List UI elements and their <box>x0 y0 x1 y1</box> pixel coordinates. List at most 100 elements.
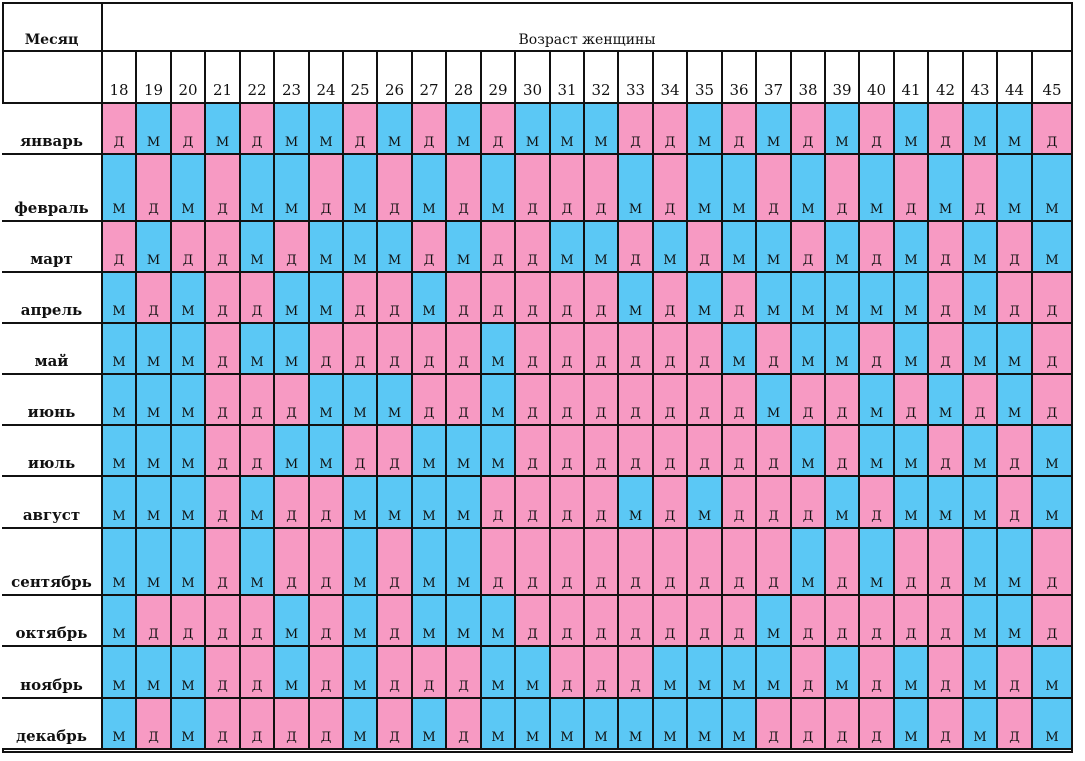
boy-cell: М <box>895 647 929 699</box>
boy-cell: М <box>688 647 723 699</box>
boy-cell: М <box>447 222 482 273</box>
girl-cell: Д <box>757 324 792 375</box>
age-header: Возраст женщины <box>103 2 1073 52</box>
girl-cell: Д <box>310 324 344 375</box>
boy-cell: М <box>482 375 516 426</box>
boy-cell: М <box>172 647 206 699</box>
age-column-header: 30 <box>516 52 551 104</box>
girl-cell: Д <box>482 477 516 529</box>
girl-cell: Д <box>619 529 654 596</box>
boy-cell: М <box>895 222 929 273</box>
boy-cell: М <box>103 375 137 426</box>
boy-cell: М <box>895 273 929 324</box>
boy-cell: М <box>826 477 860 529</box>
girl-cell: Д <box>895 596 929 647</box>
boy-cell: М <box>137 104 172 155</box>
age-column-header: 45 <box>1033 52 1073 104</box>
boy-cell: М <box>137 222 172 273</box>
girl-cell: Д <box>998 273 1033 324</box>
boy-cell: М <box>964 529 998 596</box>
boy-cell: М <box>757 273 792 324</box>
girl-cell: Д <box>172 596 206 647</box>
girl-cell: Д <box>516 529 551 596</box>
boy-cell: М <box>413 426 447 477</box>
age-column-header: 38 <box>792 52 826 104</box>
boy-cell: М <box>447 426 482 477</box>
boy-cell: М <box>344 375 378 426</box>
girl-cell: Д <box>206 273 241 324</box>
boy-cell: М <box>654 699 688 750</box>
boy-cell: М <box>241 477 275 529</box>
girl-cell: Д <box>378 426 413 477</box>
girl-cell: Д <box>275 529 310 596</box>
girl-cell: Д <box>241 699 275 750</box>
girl-cell: Д <box>654 104 688 155</box>
girl-cell: Д <box>1033 596 1073 647</box>
girl-cell: Д <box>757 426 792 477</box>
boy-cell: М <box>688 273 723 324</box>
boy-cell: М <box>964 273 998 324</box>
girl-cell: Д <box>206 155 241 222</box>
girl-cell: Д <box>757 477 792 529</box>
girl-cell: Д <box>1033 529 1073 596</box>
boy-cell: М <box>757 647 792 699</box>
age-column-header: 32 <box>585 52 619 104</box>
girl-cell: Д <box>344 104 378 155</box>
girl-cell: Д <box>654 324 688 375</box>
boy-cell: М <box>516 104 551 155</box>
girl-cell: Д <box>585 647 619 699</box>
girl-cell: Д <box>654 273 688 324</box>
girl-cell: Д <box>482 222 516 273</box>
boy-cell: М <box>275 273 310 324</box>
boy-cell: М <box>310 273 344 324</box>
girl-cell: Д <box>826 426 860 477</box>
boy-cell: М <box>344 477 378 529</box>
girl-cell: Д <box>585 596 619 647</box>
girl-cell: Д <box>516 426 551 477</box>
boy-cell: М <box>172 529 206 596</box>
boy-cell: М <box>378 477 413 529</box>
boy-cell: М <box>344 596 378 647</box>
age-column-header: 34 <box>654 52 688 104</box>
boy-cell: М <box>344 529 378 596</box>
girl-cell: Д <box>482 104 516 155</box>
girl-cell: Д <box>860 222 895 273</box>
boy-cell: М <box>551 699 585 750</box>
girl-cell: Д <box>378 596 413 647</box>
boy-cell: М <box>585 222 619 273</box>
boy-cell: М <box>1033 699 1073 750</box>
boy-cell: М <box>172 324 206 375</box>
boy-cell: М <box>172 273 206 324</box>
girl-cell: Д <box>206 477 241 529</box>
boy-cell: М <box>310 426 344 477</box>
boy-cell: М <box>103 477 137 529</box>
boy-cell: М <box>929 477 964 529</box>
boy-cell: М <box>757 104 792 155</box>
girl-cell: Д <box>860 324 895 375</box>
boy-cell: М <box>137 426 172 477</box>
girl-cell: Д <box>688 529 723 596</box>
age-column-header: 20 <box>172 52 206 104</box>
girl-cell: Д <box>860 699 895 750</box>
boy-cell: М <box>413 273 447 324</box>
girl-cell: Д <box>482 273 516 324</box>
girl-cell: Д <box>619 426 654 477</box>
girl-cell: Д <box>413 104 447 155</box>
month-label: июль <box>2 426 103 477</box>
age-column-header: 29 <box>482 52 516 104</box>
boy-cell: М <box>998 529 1033 596</box>
girl-cell: Д <box>860 647 895 699</box>
girl-cell: Д <box>688 324 723 375</box>
girl-cell: Д <box>929 647 964 699</box>
girl-cell: Д <box>860 596 895 647</box>
boy-cell: М <box>860 529 895 596</box>
boy-cell: М <box>792 155 826 222</box>
boy-cell: М <box>447 529 482 596</box>
boy-cell: М <box>516 647 551 699</box>
boy-cell: М <box>723 222 757 273</box>
month-header-spacer <box>2 52 103 104</box>
boy-cell: М <box>723 324 757 375</box>
girl-cell: Д <box>826 596 860 647</box>
boy-cell: М <box>860 155 895 222</box>
girl-cell: Д <box>929 222 964 273</box>
